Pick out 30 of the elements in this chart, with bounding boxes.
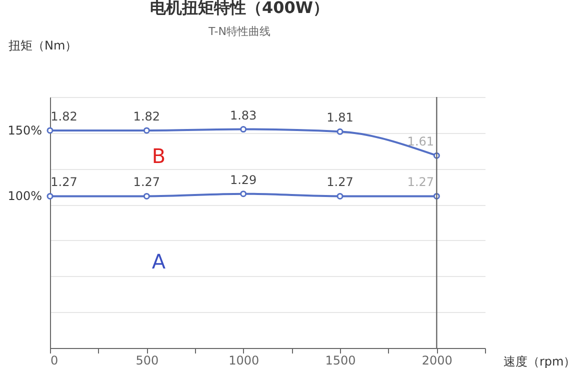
annotation: B: [152, 144, 166, 168]
x-tick-label: 0: [50, 354, 58, 368]
point: [240, 190, 247, 198]
annotation: 100%: [8, 189, 42, 204]
point: [143, 127, 150, 134]
data-label: 1.27: [326, 175, 354, 190]
point: [336, 128, 344, 135]
annotation: A: [152, 250, 166, 274]
x-tick-label: 1000: [228, 354, 260, 368]
point: [336, 192, 344, 200]
x-tick-label: 2000: [422, 354, 452, 368]
x-tick-label: 1500: [325, 354, 356, 368]
x-axis-title: 速度（rpm）: [504, 354, 576, 368]
data-label: 1.29: [230, 172, 257, 187]
point: [143, 192, 150, 200]
data-label: 1.27: [50, 175, 78, 190]
data-label: 1.27: [407, 175, 434, 190]
data-label: 1.82: [133, 109, 160, 124]
point: [46, 192, 54, 200]
point: [240, 126, 247, 133]
point: [46, 127, 54, 134]
annotation: 150%: [8, 123, 42, 138]
x-tick-label: 500: [136, 354, 159, 368]
y-axis-title: 扭矩（Nm）: [8, 38, 78, 52]
data-label: 1.81: [326, 110, 354, 125]
chart-subtitle: T-N特性曲线: [208, 25, 270, 38]
data-label: 1.27: [133, 175, 160, 190]
data-label: 1.83: [230, 108, 257, 122]
data-label: 1.61: [407, 134, 434, 149]
data-label: 1.82: [50, 109, 78, 124]
